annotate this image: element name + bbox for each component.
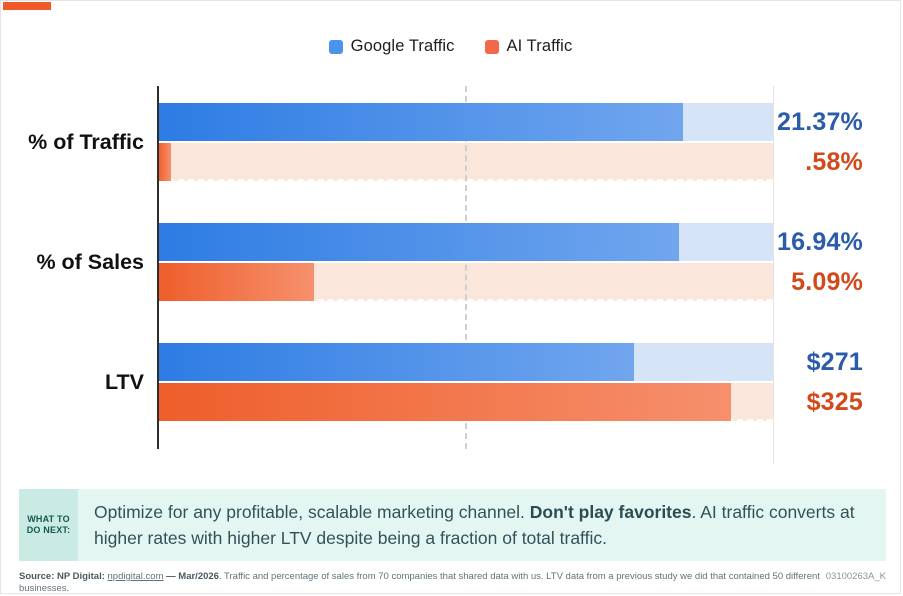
- value-label-google-sales: 16.94%: [777, 228, 863, 256]
- category-label-ltv: LTV: [104, 370, 144, 394]
- callout-text-bold: Don't play favorites: [529, 502, 692, 522]
- legend-swatch-google: [328, 39, 343, 54]
- legend-item-ai: AI Traffic: [484, 37, 573, 56]
- callout-box: WHAT TO DO NEXT: Optimize for any profit…: [19, 489, 886, 561]
- source-line: Source: NP Digital: npdigital.com — Mar/…: [19, 571, 826, 595]
- bar-row-google-sales: [158, 223, 773, 261]
- source-label: Source: NP Digital:: [19, 571, 105, 582]
- legend-swatch-ai: [484, 39, 499, 54]
- legend-label-google: Google Traffic: [350, 37, 455, 55]
- center-gridline: [465, 86, 467, 449]
- value-label-ai-traffic: .58%: [805, 148, 863, 176]
- bar-fill-ai: [158, 263, 315, 301]
- category-label-sales: % of Sales: [36, 250, 144, 274]
- callout-badge: WHAT TO DO NEXT:: [19, 489, 78, 561]
- bar-row-google-ltv: [158, 343, 773, 381]
- value-label-ai-sales: 5.09%: [791, 268, 863, 296]
- bar-fill-google: [158, 343, 634, 381]
- callout-text-tail: . AI traffic converts at higher rates wi…: [94, 502, 855, 548]
- bar-fill-google: [158, 223, 679, 261]
- bar-fill-ai: [158, 143, 171, 181]
- value-label-google-ltv: $271: [806, 348, 863, 376]
- value-label-ai-ltv: $325: [806, 388, 863, 416]
- callout-text-lead: Optimize for any profitable, scalable ma…: [94, 502, 530, 522]
- bar-fill-ai: [158, 383, 732, 421]
- legend-item-google: Google Traffic: [328, 37, 455, 56]
- source-rest: . Traffic and percentage of sales from 7…: [19, 571, 820, 594]
- reference-code: 03100263A_K: [825, 571, 886, 582]
- source-date: — Mar/2026: [166, 571, 219, 582]
- bar-row-ai-ltv: [158, 383, 773, 421]
- callout-text: Optimize for any profitable, scalable ma…: [78, 489, 886, 561]
- value-label-google-traffic: 21.37%: [777, 108, 863, 136]
- footer: Source: NP Digital: npdigital.com — Mar/…: [19, 571, 886, 595]
- bar-fill-google: [158, 103, 684, 141]
- legend-label-ai: AI Traffic: [506, 37, 573, 55]
- bar-row-google-traffic: [158, 103, 773, 141]
- accent-bar: [3, 2, 51, 10]
- category-label-traffic: % of Traffic: [28, 130, 144, 154]
- bar-chart: % of Traffic % of Sales LTV 21.37% .58% …: [1, 1, 903, 471]
- y-axis-line: [157, 86, 159, 449]
- plot-right-border: [773, 86, 774, 464]
- callout-badge-line2: DO NEXT:: [26, 525, 71, 535]
- source-link[interactable]: npdigital.com: [107, 571, 164, 582]
- legend: Google Traffic AI Traffic: [1, 37, 900, 56]
- callout-badge-line1: WHAT TO: [27, 514, 70, 524]
